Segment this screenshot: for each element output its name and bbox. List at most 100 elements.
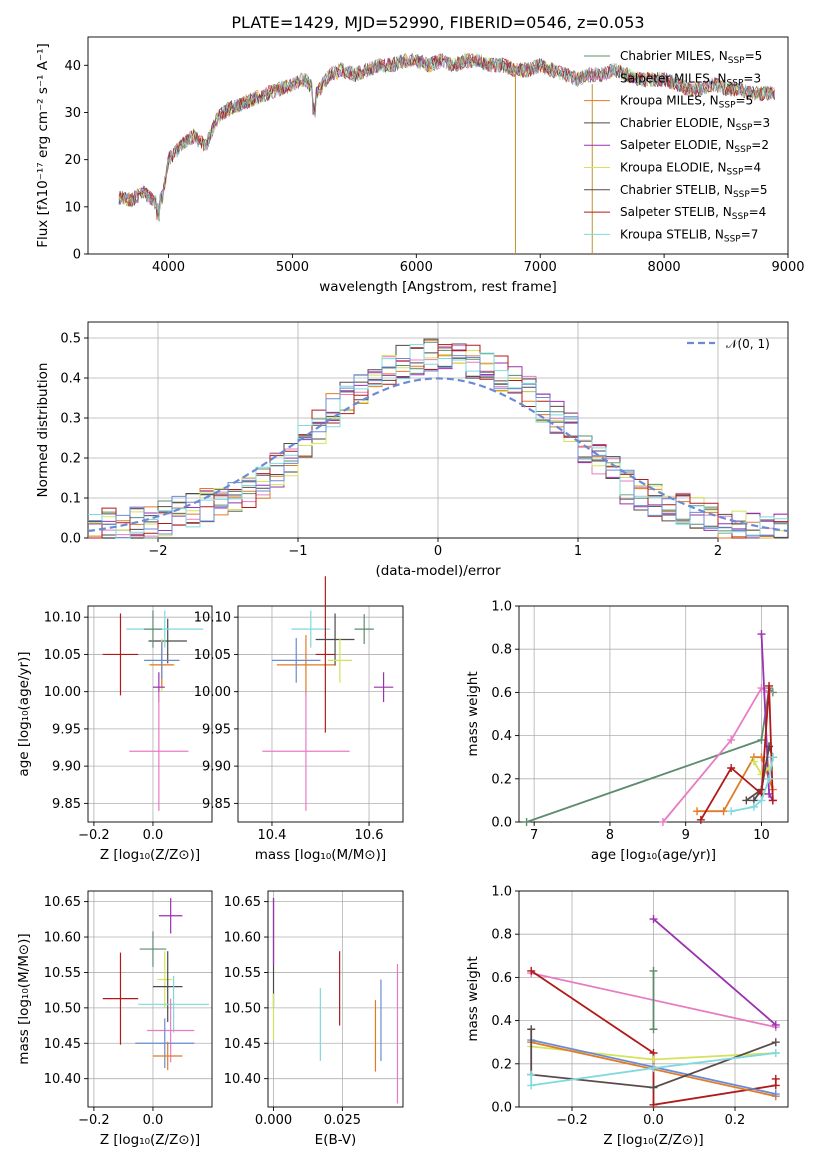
x-tick-label: −0.2	[556, 1113, 588, 1128]
plus-marker	[771, 1074, 780, 1083]
plus-marker	[719, 807, 728, 816]
y-axis-label: Flux [fλ10⁻¹⁷ erg cm⁻² s⁻¹ A⁻¹]	[35, 43, 51, 248]
plus-marker	[757, 735, 766, 744]
y-tick-label: 0.0	[491, 1101, 512, 1116]
legend-label: Kroupa STELIB, NSSP=7	[620, 227, 758, 244]
x-tick-label: −2	[148, 544, 167, 559]
y-tick-label: 10.55	[224, 966, 261, 981]
y-tick-label: 0.8	[491, 928, 512, 943]
plus-marker	[527, 1081, 536, 1090]
weight-line	[526, 686, 774, 823]
plus-marker	[757, 630, 766, 639]
plus-marker	[696, 815, 705, 824]
panel-4: 7 8 9 10 0.0 0.2 0.4 0.6 0.8 1.0 age [log₁₀(age/yr…	[465, 600, 789, 863]
histogram-step	[88, 355, 788, 537]
legend-label: Kroupa MILES, NSSP=5	[620, 94, 753, 111]
plus-marker	[765, 681, 774, 690]
plus-marker	[527, 1025, 536, 1034]
y-axis-label: mass weight	[465, 671, 481, 756]
y-tick-label: 0.6	[491, 971, 512, 986]
y-tick-label: 0.0	[491, 816, 512, 831]
y-tick-label: 10.10	[194, 611, 231, 626]
x-axis-label: E(B-V)	[315, 1132, 357, 1148]
y-tick-label: 10.65	[44, 895, 81, 910]
y-tick-label: 20	[64, 153, 81, 168]
plus-marker	[727, 735, 736, 744]
axes-frame	[87, 890, 213, 1108]
legend-label: Salpeter ELODIE, NSSP=2	[620, 138, 769, 155]
weight-line	[530, 1029, 777, 1089]
spectrum-line	[118, 52, 775, 217]
y-tick-label: 1.0	[491, 600, 512, 615]
panel-3: 10.4 10.6 9.85 9.90 9.95 10.00 10.05 10.10 mass …	[194, 576, 404, 863]
y-tick-label: 0.2	[491, 772, 512, 787]
plus-marker	[768, 753, 777, 762]
y-tick-label: 10.60	[44, 931, 81, 946]
x-tick-label: 9	[682, 828, 690, 843]
axes-frame	[267, 890, 404, 1108]
x-tick-label: 1	[574, 544, 582, 559]
y-tick-label: 10.45	[44, 1037, 81, 1052]
y-tick-label: 0	[73, 248, 81, 263]
y-tick-label: 1.0	[491, 885, 512, 900]
y-tick-label: 9.85	[52, 797, 81, 812]
panel-1: −2 −1 0 1 2 0.0 0.1 0.2 0.3 0.4 0.5 (data-model)/er…	[35, 321, 789, 579]
x-tick-label: 10	[753, 828, 770, 843]
plus-marker	[658, 818, 667, 826]
y-tick-label: 0.0	[60, 532, 81, 547]
y-tick-label: 10.05	[194, 648, 231, 663]
y-tick-label: 0.4	[491, 729, 512, 744]
plus-marker	[527, 1070, 536, 1079]
spectrum-line	[118, 53, 775, 222]
y-tick-label: 10.45	[224, 1037, 261, 1052]
plus-marker	[649, 1064, 658, 1073]
plus-marker	[649, 1083, 658, 1092]
spectrum-line	[118, 53, 775, 217]
legend-label: Salpeter MILES, NSSP=3	[620, 71, 761, 88]
y-tick-label: 10.55	[44, 966, 81, 981]
x-tick-label: 9000	[771, 260, 804, 275]
x-tick-label: 5000	[276, 260, 309, 275]
axes-frame	[518, 605, 789, 823]
legend-label: Chabrier STELIB, NSSP=5	[620, 183, 768, 200]
x-tick-label: 6000	[400, 260, 433, 275]
y-tick-label: 10.50	[224, 1001, 261, 1016]
plus-marker	[649, 915, 658, 924]
y-tick-label: 9.85	[202, 797, 231, 812]
y-tick-label: 0.5	[60, 332, 81, 347]
y-tick-label: 10.40	[224, 1072, 261, 1087]
y-tick-label: 40	[64, 59, 81, 74]
plus-marker	[768, 796, 777, 805]
plus-marker	[771, 1020, 780, 1029]
y-tick-label: 0.1	[60, 492, 81, 507]
x-tick-label: 8000	[648, 260, 681, 275]
plus-marker	[527, 966, 536, 975]
x-tick-label: 0.0	[143, 1113, 164, 1128]
plus-marker	[649, 966, 658, 975]
panel-2: −0.2 0.0 9.85 9.90 9.95 10.00 10.05 10.10 Z [log…	[16, 605, 213, 863]
plus-marker	[771, 1038, 780, 1047]
y-tick-label: 0.2	[491, 1057, 512, 1072]
plus-marker	[522, 818, 531, 826]
y-axis-label: mass weight	[465, 956, 481, 1041]
x-axis-label: Z [log₁₀(Z/Z⊙)]	[100, 1132, 200, 1148]
plus-marker	[693, 807, 702, 816]
y-tick-label: 10.65	[224, 895, 261, 910]
x-tick-label: 0.0	[143, 828, 164, 843]
x-axis-label: Z [log₁₀(Z/Z⊙)]	[603, 1132, 703, 1148]
legend-label: Salpeter STELIB, NSSP=4	[620, 205, 766, 222]
y-tick-label: 10.05	[44, 648, 81, 663]
weight-line	[530, 1052, 776, 1087]
plus-marker	[771, 1090, 780, 1099]
plus-marker	[649, 1100, 658, 1109]
weight-line	[662, 686, 770, 823]
y-tick-label: 9.90	[202, 760, 231, 775]
plus-marker	[749, 802, 758, 811]
weight-line	[652, 918, 777, 1026]
axes-frame	[87, 36, 789, 255]
y-axis-label: Normed distribution	[35, 363, 51, 498]
chart-title: PLATE=1429, MJD=52990, FIBERID=0546, z=0…	[231, 13, 644, 32]
y-tick-label: 10.10	[44, 611, 81, 626]
plus-marker	[727, 764, 736, 772]
